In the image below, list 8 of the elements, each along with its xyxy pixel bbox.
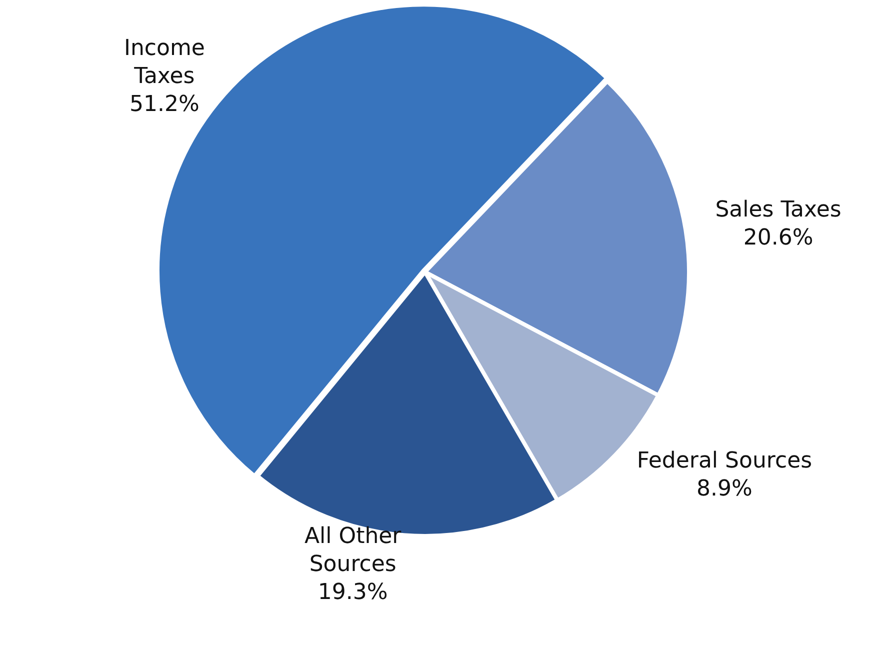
slice-label: Income Taxes: [124, 36, 205, 89]
slice-label: All Other Sources: [304, 524, 402, 577]
slice-label: Sales Taxes: [715, 198, 842, 223]
data-label: 8.9%: [696, 476, 752, 502]
data-label: 51.2%: [130, 92, 200, 117]
slice-label: Federal Sources: [636, 448, 812, 474]
data-label: 20.6%: [743, 226, 814, 251]
data-label: 19.3%: [318, 580, 388, 605]
